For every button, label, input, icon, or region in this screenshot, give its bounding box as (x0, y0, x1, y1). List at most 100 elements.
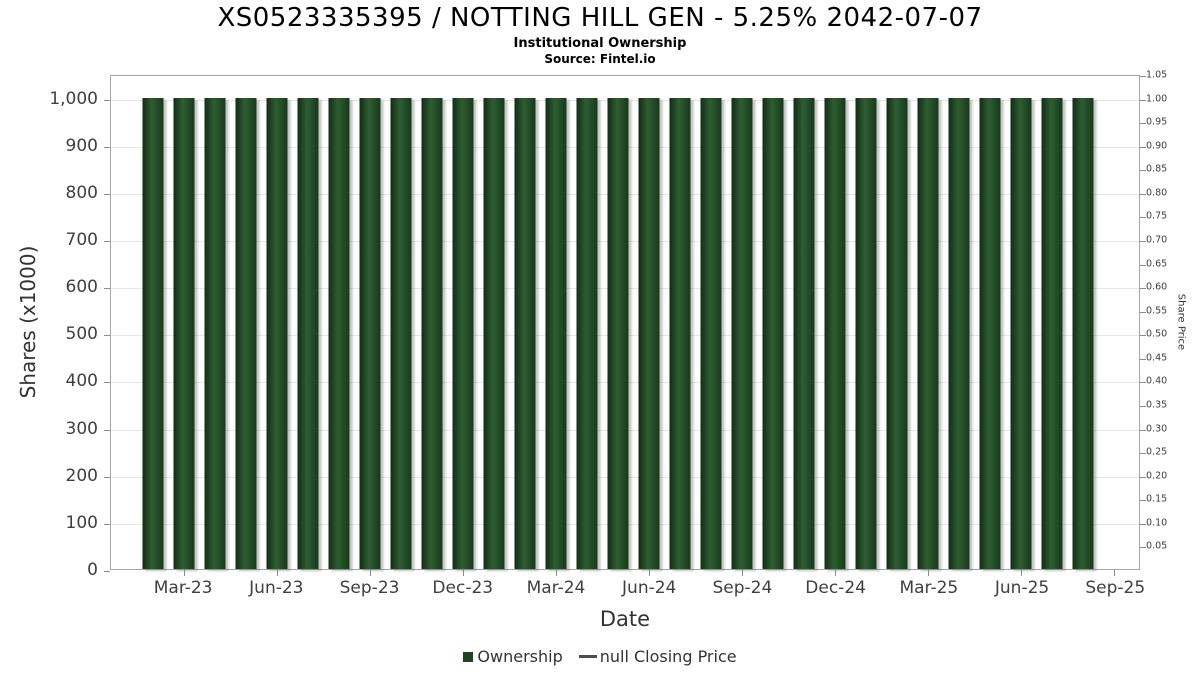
ownership-bar (204, 97, 226, 569)
ownership-bar (297, 97, 319, 569)
x-axis-tick-label: Sep-25 (1085, 578, 1146, 598)
x-axis-tick-mark (1021, 570, 1023, 576)
x-axis-tick-label: Sep-23 (339, 578, 400, 598)
right-axis-tick-label: 0.85 (1146, 163, 1168, 175)
left-axis-tick-label: 600 (65, 277, 98, 298)
right-axis-tick-label: 0.25 (1146, 446, 1168, 458)
right-axis-tick-label: 0.70 (1146, 234, 1168, 246)
right-axis-tick-label: 0.95 (1146, 116, 1168, 128)
right-axis-tick-label: 0.15 (1146, 493, 1168, 505)
right-axis-tick-label: 0.60 (1146, 281, 1168, 293)
right-axis-tick-mark (1140, 476, 1146, 478)
x-axis-tick-mark (928, 570, 930, 576)
ownership-bar (421, 97, 443, 569)
left-axis-tick-mark (104, 193, 110, 195)
x-axis-tick-label: Dec-24 (805, 578, 866, 598)
ownership-legend-swatch-icon (463, 651, 474, 662)
left-axis-tick-label: 0 (87, 560, 98, 580)
right-axis-tick-mark (1140, 358, 1146, 360)
closing-price-legend-line-icon (578, 655, 597, 658)
ownership-bar (824, 97, 846, 569)
ownership-bar (514, 97, 536, 569)
right-axis-ticks: 0.05 0.10 0.15 0.20 0.25 0.30 0.35 0.40 0.45 0.50… (1146, 70, 1186, 570)
right-axis-tick-mark (1140, 99, 1146, 101)
right-axis-tick-mark (1140, 547, 1146, 549)
left-axis-tick-mark (104, 523, 110, 525)
x-axis-tick-label: Mar-24 (526, 578, 586, 598)
right-axis-tick-label: 0.65 (1146, 258, 1168, 270)
ownership-bar (855, 97, 877, 569)
chart-source: Source: Fintel.io (544, 52, 656, 66)
right-axis-tick-label: 0.10 (1146, 517, 1168, 529)
ownership-bar (607, 97, 629, 569)
x-axis-tick-mark (277, 570, 279, 576)
legend: Ownership null Closing Price (0, 647, 1200, 666)
left-axis-tick-label: 700 (65, 230, 98, 250)
ownership-bar (545, 97, 567, 569)
ownership-bar (483, 97, 505, 569)
right-axis-tick-label: 1.05 (1146, 69, 1168, 81)
ownership-bar (576, 97, 598, 569)
right-axis-tick-mark (1140, 406, 1146, 407)
right-axis-tick-mark (1140, 264, 1146, 266)
chart-subtitle: Institutional Ownership (513, 36, 687, 51)
right-axis-tick-label: 0.40 (1146, 375, 1168, 387)
left-axis-tick-mark (104, 335, 110, 337)
ownership-bar (793, 97, 815, 569)
x-axis-tick-mark (1114, 570, 1116, 576)
right-axis-tick-label: 0.35 (1146, 399, 1168, 411)
right-axis-tick-label: 0.55 (1146, 305, 1168, 317)
right-axis-tick-mark (1140, 146, 1146, 148)
right-axis-tick-mark (1140, 429, 1146, 431)
left-axis-tick-label: 400 (65, 371, 98, 392)
ownership-bar (452, 97, 474, 569)
x-axis-tick-label: Mar-23 (153, 578, 213, 598)
x-axis-tick-label: Jun-25 (994, 578, 1050, 598)
ownership-bar (917, 97, 939, 569)
left-axis-ticks: 0 100 200 300 400 500 600 700 800 900 1,000 (0, 75, 102, 580)
left-axis-tick-mark (104, 429, 110, 431)
right-axis-tick-label: 0.05 (1146, 540, 1168, 552)
x-axis-tick-mark (556, 570, 558, 576)
x-axis-tick-label: Jun-24 (622, 578, 677, 598)
left-axis-tick-label: 300 (65, 418, 98, 439)
x-axis-tick-mark (649, 570, 651, 576)
ownership-bar (762, 97, 784, 569)
right-axis-tick-mark (1140, 523, 1146, 525)
right-axis-tick-mark (1140, 288, 1146, 290)
x-axis-tick-mark (183, 570, 185, 576)
left-axis-tick-label: 100 (65, 512, 98, 533)
closing-price-legend-label: null Closing Price (599, 647, 737, 666)
ownership-bar (1041, 97, 1063, 569)
left-axis-tick-label: 900 (65, 135, 98, 156)
ownership-bar (700, 97, 722, 569)
ownership-bar (235, 97, 257, 569)
right-axis-tick-label: 0.20 (1146, 470, 1168, 482)
right-axis-tick-mark (1140, 170, 1146, 172)
right-axis-tick-mark (1140, 382, 1146, 384)
left-axis-tick-mark (104, 476, 110, 478)
ownership-bar (669, 97, 691, 569)
ownership-bar (731, 97, 753, 569)
right-axis-tick-mark (1140, 123, 1146, 125)
right-axis-tick-label: 1.00 (1146, 93, 1168, 105)
x-axis-tick-label: Jun-23 (249, 578, 304, 598)
x-axis-tick-label: Mar-25 (899, 578, 959, 598)
left-axis-tick-label: 200 (65, 465, 98, 486)
left-axis-tick-label: 1,000 (49, 88, 98, 109)
right-axis-tick-mark (1140, 311, 1146, 313)
x-axis-title: Date (599, 607, 651, 631)
ownership-bar (1072, 97, 1094, 569)
right-axis-tick-label: 0.90 (1146, 140, 1168, 152)
left-axis-tick-mark (104, 241, 110, 242)
right-axis-tick-mark (1140, 193, 1146, 195)
x-axis-tick-label: Sep-24 (712, 578, 773, 598)
plot-area (104, 75, 1146, 576)
ownership-bar (173, 97, 195, 569)
ownership-bar (1010, 97, 1032, 569)
right-axis-tick-label: 0.30 (1146, 423, 1168, 435)
right-axis-tick-label: 0.75 (1146, 210, 1168, 222)
ownership-bar (390, 97, 412, 569)
right-axis-tick-mark (1140, 217, 1146, 219)
right-axis-tick-mark (1140, 76, 1146, 77)
